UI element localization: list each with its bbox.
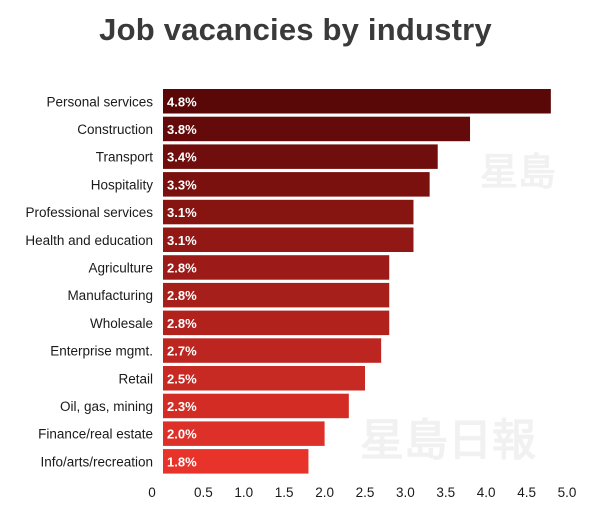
x-tick-label: 0.5 bbox=[194, 485, 213, 500]
bar-agriculture bbox=[163, 255, 390, 280]
x-tick-label: 0 bbox=[148, 485, 156, 500]
bar-finance-real-estate bbox=[163, 421, 325, 446]
bars-group bbox=[163, 89, 551, 474]
category-label: Wholesale bbox=[90, 316, 153, 331]
category-label: Finance/real estate bbox=[38, 427, 153, 442]
bar-professional-services bbox=[163, 199, 414, 225]
x-axis-ticks-group: 0 0.5 1.0 1.5 2.0 2.5 3.0 3.5 4.0 4.5 5.0 bbox=[148, 485, 576, 500]
x-tick-label: 2.5 bbox=[356, 485, 375, 500]
bar-manufacturing bbox=[163, 282, 390, 308]
bar-construction bbox=[163, 116, 471, 142]
category-label: Retail bbox=[118, 371, 153, 386]
value-label: 2.8% bbox=[167, 316, 197, 331]
bar-oil-gas-mining bbox=[163, 393, 349, 419]
bar-hospitality bbox=[163, 172, 430, 197]
value-label: 3.1% bbox=[167, 233, 197, 248]
category-label: Construction bbox=[77, 122, 153, 137]
value-label: 2.5% bbox=[167, 371, 197, 386]
value-label: 3.4% bbox=[167, 150, 197, 165]
category-label: Personal services bbox=[46, 94, 153, 109]
value-label: 2.8% bbox=[167, 260, 197, 275]
category-label: Professional services bbox=[25, 205, 153, 220]
value-labels-group: 4.8% 3.8% 3.4% 3.3% 3.1% 3.1% 2.8% 2.8% 2.8% 2.7%… bbox=[167, 94, 197, 469]
x-tick-label: 4.0 bbox=[477, 485, 496, 500]
category-label: Health and education bbox=[25, 233, 153, 248]
bar-personal-services bbox=[163, 89, 551, 114]
category-label: Agriculture bbox=[88, 260, 153, 275]
x-tick-label: 5.0 bbox=[558, 485, 577, 500]
x-tick-label: 3.0 bbox=[396, 485, 415, 500]
category-label: Manufacturing bbox=[67, 288, 153, 303]
bar-wholesale bbox=[163, 310, 390, 336]
value-label: 2.7% bbox=[167, 344, 197, 359]
category-label: Transport bbox=[96, 150, 154, 165]
watermark-text: 星島日報 bbox=[360, 416, 536, 465]
value-label: 3.1% bbox=[167, 205, 197, 220]
bar-info-arts-recreation bbox=[163, 449, 309, 474]
value-label: 1.8% bbox=[167, 454, 197, 469]
category-label: Info/arts/recreation bbox=[40, 454, 153, 469]
x-tick-label: 2.0 bbox=[315, 485, 334, 500]
chart-title: Job vacancies by industry bbox=[99, 12, 492, 47]
value-label: 2.3% bbox=[167, 399, 197, 414]
watermark-text: 星島 bbox=[480, 152, 556, 194]
bar-health-and-education bbox=[163, 227, 414, 252]
category-labels-group: Personal services Construction Transport Ho… bbox=[25, 94, 153, 469]
value-label: 3.3% bbox=[167, 177, 197, 192]
x-tick-label: 1.0 bbox=[234, 485, 253, 500]
x-tick-label: 3.5 bbox=[436, 485, 455, 500]
category-label: Enterprise mgmt. bbox=[50, 344, 153, 359]
bar-enterprise-mgmt- bbox=[163, 338, 382, 363]
bar-retail bbox=[163, 366, 365, 391]
value-label: 3.8% bbox=[167, 122, 197, 137]
x-tick-label: 1.5 bbox=[275, 485, 294, 500]
category-label: Oil, gas, mining bbox=[60, 399, 153, 414]
value-label: 4.8% bbox=[167, 94, 197, 109]
category-label: Hospitality bbox=[91, 177, 154, 192]
value-label: 2.0% bbox=[167, 427, 197, 442]
x-tick-label: 4.5 bbox=[517, 485, 536, 500]
bar-transport bbox=[163, 144, 438, 169]
value-label: 2.8% bbox=[167, 288, 197, 303]
